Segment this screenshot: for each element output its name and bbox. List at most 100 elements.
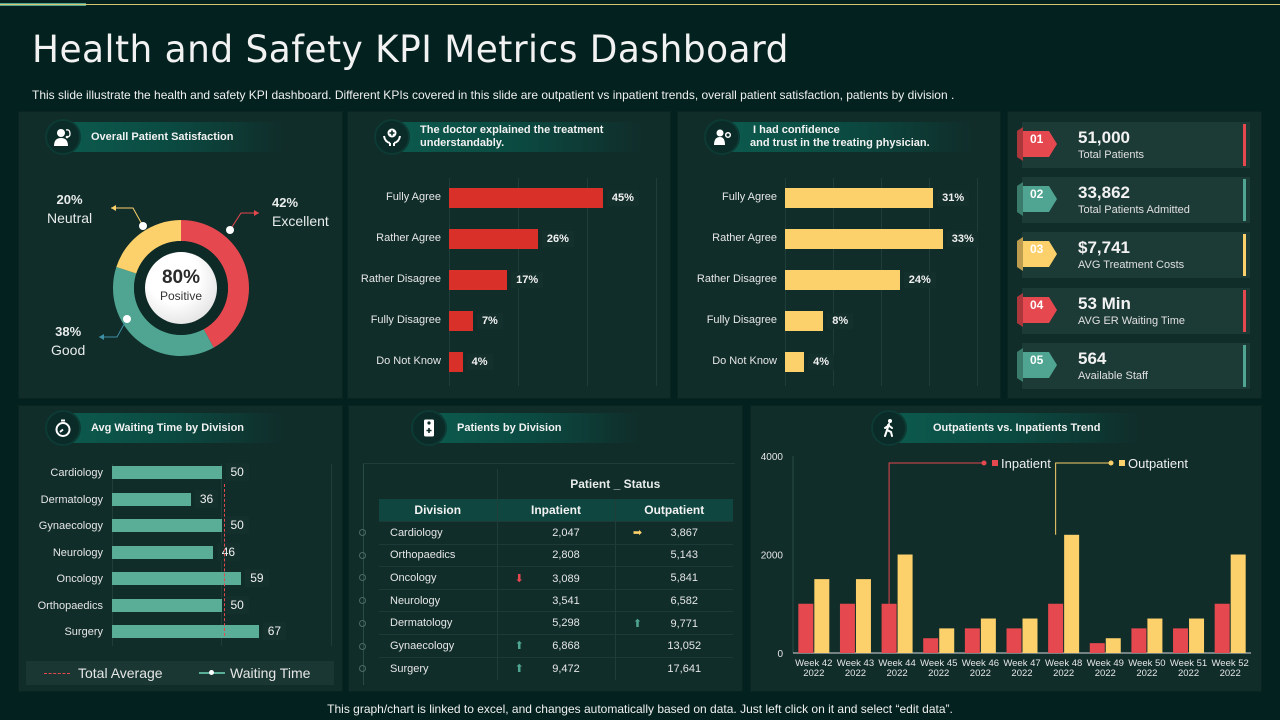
timeline-dot — [359, 597, 366, 605]
callout-arrow-icon — [254, 210, 259, 216]
outpatient-bar — [1022, 618, 1038, 653]
trend-up-arrow-icon: ⬆ — [514, 640, 524, 653]
inpatient-cell-value: 5,298 — [552, 617, 580, 630]
waiting-title: Avg Waiting Time by Division — [91, 421, 245, 434]
bar-label: Rather Agree — [712, 232, 777, 244]
confidence-panel: I had confidence and trust in the treatin… — [677, 111, 1001, 399]
callout-dot — [139, 222, 147, 230]
legend-avg-swatch — [44, 673, 70, 674]
kpi-label: Total Patients Admitted — [1078, 204, 1190, 217]
x-tick-label: 2022 — [1136, 668, 1157, 679]
x-tick-label: 2022 — [1011, 668, 1032, 679]
trend-up-arrow-icon: ⬆ — [632, 617, 643, 630]
satisfaction-title: Overall Patient Satisfaction — [91, 130, 234, 143]
gridline — [656, 178, 657, 386]
waiting-header: Avg Waiting Time by Division — [63, 413, 283, 443]
bar — [112, 572, 242, 585]
division-cell: Oncology — [379, 566, 497, 590]
bar-value-label: 50 — [225, 516, 249, 534]
inpatient-bar — [1131, 628, 1147, 653]
table-row[interactable]: Gynaecology ⬆ 6,868 13,052 — [379, 634, 733, 658]
kpi-card: 04 53 Min AVG ER Waiting Time — [1017, 287, 1250, 334]
bar-label: Do Not Know — [712, 355, 777, 367]
bar-value-label: 33% — [946, 231, 979, 247]
bar — [112, 625, 259, 638]
bar-value-label: 4% — [466, 354, 493, 370]
top-divider-line — [0, 4, 1280, 5]
inpatient-cell-value: 9,472 — [552, 663, 580, 676]
inpatient-bar — [1048, 603, 1064, 653]
slice-pct-good: 38% — [55, 324, 82, 339]
physician-icon — [704, 119, 740, 155]
x-tick-label: Week 49 — [1087, 658, 1124, 669]
x-tick-label: 2022 — [1053, 668, 1074, 679]
col-header-division[interactable]: Division — [379, 499, 497, 522]
kpi-accent-stripe — [1243, 234, 1246, 277]
col-header-inpatient[interactable]: Inpatient — [496, 499, 615, 522]
outpatient-cell: 6,582 — [614, 588, 733, 612]
callout-arrow-icon — [111, 205, 116, 211]
x-tick-label: 2022 — [1095, 668, 1116, 679]
division-table: Patient _ Status Division Inpatient Outp… — [379, 469, 733, 680]
group-header-spacer — [379, 469, 497, 499]
inpatient-cell: ⬇ 3,089 — [496, 566, 615, 590]
timeline-top-line — [363, 463, 735, 464]
table-row[interactable]: Neurology 3,541 6,582 — [379, 588, 733, 612]
medical-kit-icon — [411, 410, 447, 446]
outpatient-bar — [1105, 638, 1121, 653]
kpi-accent-stripe — [1243, 124, 1246, 166]
explained-title-line1: The doctor explained the treatment — [420, 124, 604, 136]
outpatient-bar — [939, 628, 955, 653]
division-cell: Cardiology — [379, 521, 497, 545]
kpi-number-badge: 04 — [1030, 297, 1044, 312]
inpatient-cell-value: 6,868 — [552, 640, 580, 653]
legend-leader-line — [1055, 462, 1111, 535]
kpi-value: $7,741 — [1078, 238, 1130, 258]
legend-label-outpatient: Outpatient — [1128, 456, 1188, 471]
confidence-title-line2: and trust in the treating physician. — [750, 137, 930, 149]
group-header: Patient _ Status — [496, 469, 733, 499]
timeline-dot — [359, 665, 366, 673]
outpatient-cell: ➡ 3,867 — [614, 521, 733, 545]
outpatient-cell-value: 6,582 — [670, 594, 699, 607]
bar-value-label: 36 — [194, 489, 219, 508]
outpatient-cell: 13,052 — [614, 634, 733, 658]
callout-line-neutral — [111, 207, 144, 227]
table-row[interactable]: Orthopaedics 2,808 5,143 — [379, 543, 733, 567]
bar-label: Oncology — [56, 573, 103, 585]
table-row[interactable]: Cardiology 2,047 ➡ 3,867 — [379, 521, 733, 545]
x-tick-label: 2022 — [928, 668, 949, 679]
legend-leader-line — [888, 462, 984, 604]
table-row[interactable]: Oncology ⬇ 3,089 5,841 — [379, 566, 733, 590]
timeline-dot — [359, 642, 366, 650]
slice-name-excellent: Excellent — [272, 213, 329, 229]
kpi-value: 564 — [1078, 348, 1107, 368]
trend-header: Outpatients vs. Inpatients Trend — [889, 413, 1139, 443]
bar-label: Orthopaedics — [37, 599, 103, 612]
outpatient-cell-value: 17,641 — [667, 662, 702, 675]
bar — [449, 229, 538, 249]
x-tick-label: Week 50 — [1128, 658, 1165, 669]
inpatient-bar — [1173, 628, 1189, 653]
table-row[interactable]: Dermatology 5,298 ⬆ 9,771 — [379, 611, 733, 635]
bar-value-label: 8% — [827, 313, 854, 329]
outpatient-bar — [980, 618, 996, 653]
kpi-card: 02 33,862 Total Patients Admitted — [1017, 177, 1250, 224]
callout-dot — [226, 226, 234, 234]
table-row[interactable]: Surgery ⬆ 9,472 17,641 — [379, 656, 733, 680]
page-subtitle: This slide illustrate the health and saf… — [32, 88, 955, 102]
kpi-value: 51,000 — [1078, 128, 1130, 147]
inpatient-cell: 2,808 — [496, 543, 615, 567]
x-tick-label: Week 43 — [837, 658, 874, 669]
gridline — [977, 178, 978, 386]
inpatient-cell-value: 2,047 — [552, 526, 580, 539]
callout-arrow-icon — [99, 334, 104, 340]
kpi-number-badge: 03 — [1030, 242, 1044, 257]
waiting-bar-chart: Cardiology 50 Dermatology 36 Gynaecology 50 Ne… — [19, 406, 344, 693]
inpatient-bar — [1089, 643, 1105, 653]
bar-label: Fully Disagree — [370, 314, 441, 326]
timeline-line — [363, 463, 364, 685]
outpatient-cell: 5,841 — [614, 566, 733, 590]
explained-header: The doctor explained the treatment unders… — [392, 122, 642, 152]
col-header-outpatient[interactable]: Outpatient — [614, 499, 733, 522]
